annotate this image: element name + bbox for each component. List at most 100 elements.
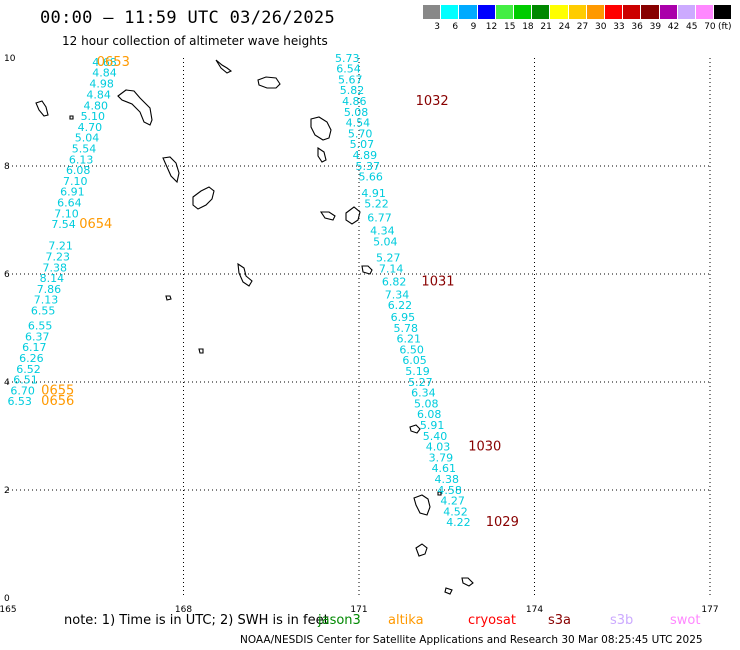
island-outline <box>444 587 453 595</box>
wave-height-label: 6.77 <box>367 212 392 225</box>
satellite-name: s3a <box>548 613 572 628</box>
wave-height-label: 3.79 <box>429 451 454 464</box>
wave-height-label: 6.91 <box>60 186 85 199</box>
legend-tick-label: 45 <box>686 22 698 32</box>
wave-height-label: 4.89 <box>353 149 378 162</box>
satellite-name: s3b <box>610 613 634 628</box>
island-outline <box>461 577 474 587</box>
island-outline <box>162 156 180 184</box>
legend-swatch <box>532 5 551 19</box>
wave-height-label: 5.19 <box>405 365 430 378</box>
wave-height-label: 4.68 <box>92 56 117 69</box>
legend-tick-label: 33 <box>613 22 625 32</box>
wave-height-label: 4.22 <box>446 516 471 529</box>
wave-height-label: 5.10 <box>81 110 106 123</box>
island-outlines <box>35 59 474 595</box>
x-tick-label: 174 <box>526 605 543 615</box>
x-tick-label: 171 <box>350 605 367 615</box>
wave-height-label: 7.38 <box>43 261 68 274</box>
wave-height-label: 4.54 <box>346 117 371 130</box>
y-tick-label: 6 <box>4 270 10 280</box>
y-tick-label: 10 <box>4 54 16 64</box>
legend-unit-label: (ft) <box>718 22 732 32</box>
legend-tick-label: 27 <box>576 22 589 32</box>
x-tick-label: 168 <box>175 605 192 615</box>
wave-height-label: 6.55 <box>31 305 56 318</box>
legend-tick-label: 18 <box>522 22 534 32</box>
grid-lines <box>8 58 711 598</box>
pass-time-label: 1030 <box>468 440 501 455</box>
wave-height-label: 4.34 <box>370 225 395 238</box>
island-outline <box>117 89 153 126</box>
wave-height-label: 6.64 <box>57 197 82 210</box>
wave-height-label: 6.34 <box>411 387 436 400</box>
wave-height-label: 6.26 <box>19 352 44 365</box>
wave-height-label: 5.22 <box>364 198 389 211</box>
legend-tick-label: 42 <box>667 22 680 32</box>
island-outline <box>437 491 442 496</box>
wave-height-label: 6.37 <box>25 330 50 343</box>
wave-height-label: 5.82 <box>340 84 365 97</box>
legend-swatch <box>459 5 478 19</box>
wave-height-label: 5.37 <box>356 160 381 173</box>
y-tick-label: 0 <box>4 594 10 604</box>
satellite-name: altika <box>388 613 424 628</box>
wave-height-label: 8.14 <box>40 272 65 285</box>
island-outline <box>165 295 172 301</box>
wave-height-label: 6.22 <box>388 299 413 312</box>
wave-height-label: 6.70 <box>10 384 35 397</box>
satellite-name: swot <box>670 613 701 628</box>
wave-height-label: 5.08 <box>344 106 369 119</box>
island-outline <box>192 186 215 210</box>
legend-swatch <box>641 5 660 19</box>
legend-swatch <box>514 5 533 19</box>
legend-tick-label: 30 <box>595 22 607 32</box>
wave-height-label: 4.70 <box>78 121 103 134</box>
legend-swatch <box>714 5 733 19</box>
legend-swatch <box>623 5 642 19</box>
island-outline <box>413 494 431 516</box>
satellite-name: jason3 <box>318 613 361 628</box>
y-tick-label: 8 <box>4 162 10 172</box>
wave-height-label: 5.27 <box>408 376 433 389</box>
wave-height-label: 6.17 <box>22 341 47 354</box>
wave-height-label: 4.58 <box>437 484 462 497</box>
wave-height-label: 4.03 <box>426 441 451 454</box>
wave-height-label: 5.04 <box>75 132 100 145</box>
island-outline <box>35 100 49 117</box>
wave-height-label: 7.13 <box>34 294 59 307</box>
wave-height-label: 7.21 <box>48 240 73 253</box>
legend-swatch <box>659 5 678 19</box>
legend-swatch <box>423 5 442 19</box>
wave-height-label: 7.86 <box>37 283 62 296</box>
legend-swatch <box>586 5 605 19</box>
legend-tick-label: 9 <box>470 22 477 32</box>
island-outline <box>215 59 233 74</box>
chart-title: 00:00 – 11:59 UTC 03/26/2025 <box>40 8 335 28</box>
chart-subtitle: 12 hour collection of altimeter wave hei… <box>62 34 328 48</box>
satellite-name: cryosat <box>468 613 516 628</box>
wave-height-label: 4.86 <box>342 95 367 108</box>
legend-tick-label: 12 <box>485 22 498 32</box>
legend-swatch <box>696 5 715 19</box>
legend-swatch <box>568 5 587 19</box>
legend-tick-label: 36 <box>631 22 643 32</box>
wave-height-label: 5.70 <box>348 127 373 140</box>
island-outline <box>69 115 74 120</box>
wave-height-label: 5.54 <box>72 143 97 156</box>
legend-tick-label: 15 <box>504 22 516 32</box>
wave-height-label: 6.08 <box>66 164 91 177</box>
footer-note: note: 1) Time is in UTC; 2) SWH is in fe… <box>64 613 329 628</box>
wave-height-label: 4.80 <box>84 99 109 112</box>
island-outline <box>361 265 373 275</box>
wave-height-label: 7.10 <box>54 207 79 220</box>
x-tick-label: 177 <box>701 605 718 615</box>
wave-height-label: 6.08 <box>417 408 442 421</box>
pass-time-label: 1032 <box>416 94 449 109</box>
legend-tick-label: 70 <box>704 22 716 32</box>
wave-height-label: 7.10 <box>63 175 88 188</box>
legend-swatch <box>495 5 514 19</box>
y-tick-label: 2 <box>4 486 10 496</box>
